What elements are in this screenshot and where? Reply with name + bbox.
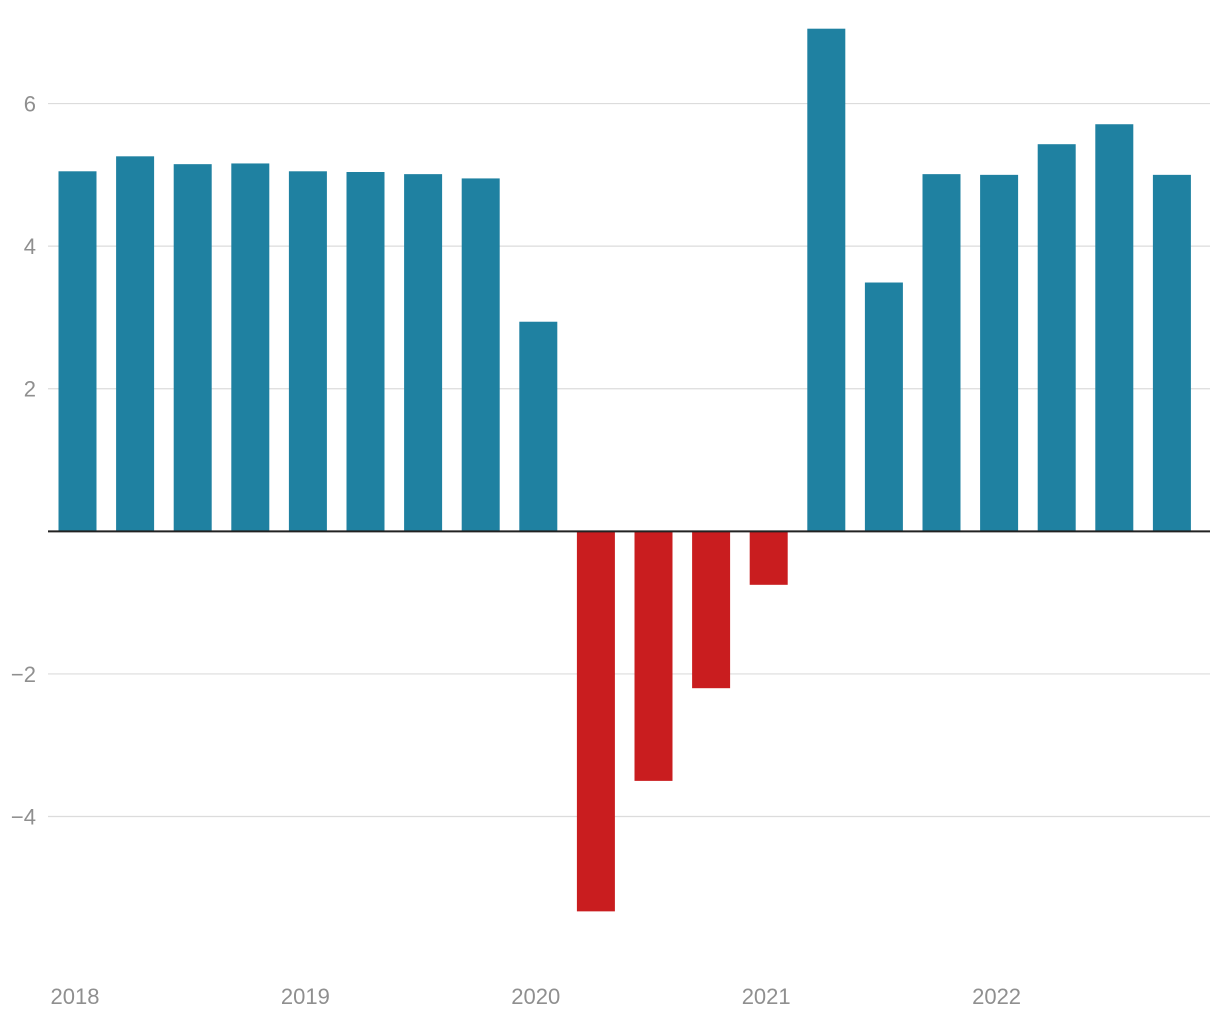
bar-2021-q4 [922,174,961,532]
y-tick-label: −4 [11,805,36,830]
bars [58,28,1191,912]
x-tick-label-2019: 2019 [281,984,330,1009]
bar-2019-q3 [404,174,443,532]
bar-2020-q2 [576,531,615,912]
bar-2018-q2 [116,156,155,532]
bar-2020-q4 [692,531,731,689]
bar-2021-q3 [864,282,903,532]
bar-2022-q2 [1037,144,1076,532]
bar-2018-q3 [173,164,212,532]
bar-2019-q1 [288,171,327,532]
gridlines [48,102,1210,818]
bar-2019-q2 [346,172,385,532]
y-tick-label: 4 [24,234,36,259]
bar-2021-q2 [807,28,846,532]
y-tick-label: 2 [24,377,36,402]
bar-2022-q4 [1152,174,1191,532]
bar-2021-q1 [749,531,788,585]
x-tick-label-2020: 2020 [511,984,560,1009]
bar-2022-q3 [1095,124,1134,532]
bar-2018-q1 [58,171,97,532]
bar-2019-q4 [461,178,500,532]
x-tick-label-2021: 2021 [742,984,791,1009]
bar-2020-q3 [634,531,673,781]
y-tick-label: 6 [24,92,36,117]
bar-2020-q1 [519,321,558,532]
bar-2018-q4 [231,163,270,532]
axes: −4 −2 2 4 6 2018 2019 2020 2021 2022 [11,92,1210,1009]
bar-2022-q1 [980,174,1019,532]
x-tick-label-2022: 2022 [972,984,1021,1009]
y-tick-label: −2 [11,662,36,687]
x-tick-label-2018: 2018 [51,984,100,1009]
